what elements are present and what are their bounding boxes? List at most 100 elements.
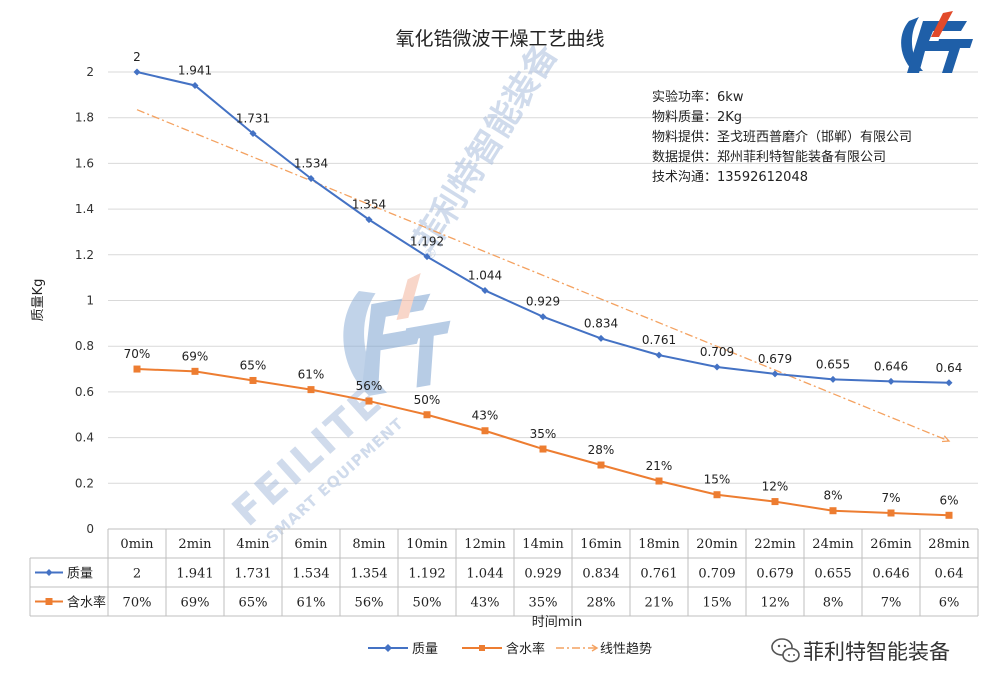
data-point-moisture (249, 376, 257, 384)
table-cell-mass: 0.64 (935, 567, 964, 582)
company-logo (901, 11, 973, 73)
table-cell-mass: 1.731 (234, 567, 271, 582)
table-cell-mass: 1.534 (292, 567, 329, 582)
x-tick-label: 18min (638, 537, 680, 552)
table-cell-moisture: 70% (123, 596, 152, 611)
data-point-mass (133, 68, 141, 76)
data-label-mass: 1.044 (468, 268, 502, 282)
table-cell-mass: 0.646 (872, 567, 909, 582)
x-tick-label: 28min (928, 537, 970, 552)
data-labels: 2 1.941 1.731 1.534 1.354 1.192 1.044 0.929 0.83… (124, 50, 963, 507)
table-cell-mass: 2 (133, 567, 141, 582)
legend-marker-square (479, 645, 485, 651)
info-supplier: 物料提供：圣戈班西普磨介（邯郸）有限公司 (652, 129, 912, 145)
x-tick-label: 0min (120, 537, 154, 552)
table-cell-moisture: 35% (529, 596, 558, 611)
x-tick-label: 2min (178, 537, 212, 552)
y-axis-label: 质量Kg (31, 279, 46, 322)
data-label-moisture: 50% (414, 393, 441, 407)
y-tick-label: 0.6 (75, 385, 94, 399)
data-point-moisture (133, 365, 141, 373)
data-label-mass: 0.64 (936, 361, 963, 375)
y-tick-label: 0.8 (75, 339, 94, 353)
data-label-mass: 1.941 (178, 63, 212, 77)
data-label-moisture: 56% (356, 379, 383, 393)
data-point-moisture (307, 386, 315, 394)
table-cell-moisture: 7% (881, 596, 902, 611)
x-tick-label: 26min (870, 537, 912, 552)
trendline-arrowhead (941, 435, 951, 443)
table-cell-mass: 0.655 (814, 567, 851, 582)
data-label-moisture: 35% (530, 427, 557, 441)
x-axis-label: 时间min (532, 615, 583, 630)
data-label-moisture: 43% (472, 409, 499, 423)
legend: 质量 含水率 线性趋势 (368, 641, 652, 657)
x-tick-label: 8min (352, 537, 386, 552)
info-mass: 物料质量：2Kg (652, 110, 742, 125)
x-tick-label: 12min (464, 537, 506, 552)
legend-label-trend: 线性趋势 (600, 641, 652, 657)
data-point-moisture (191, 367, 199, 375)
y-tick-label: 0.4 (75, 431, 94, 445)
table-row-label-mass: 质量 (67, 567, 93, 582)
info-power: 实验功率：6kw (652, 89, 744, 105)
data-label-mass: 1.192 (410, 235, 444, 249)
table-cell-mass: 0.761 (640, 567, 677, 582)
y-tick-label: 1 (86, 294, 94, 308)
table-cell-moisture: 15% (703, 596, 732, 611)
table-cell-mass: 1.044 (466, 567, 503, 582)
data-point-mass (771, 370, 779, 378)
trendline-path (136, 109, 950, 442)
table-key-marker-moisture (45, 598, 53, 605)
table-cell-mass: 1.354 (350, 567, 387, 582)
data-point-moisture (597, 461, 605, 469)
info-data-provider: 数据提供：郑州菲利特智能装备有限公司 (652, 149, 886, 165)
legend-label-moisture: 含水率 (506, 641, 545, 657)
x-tick-label: 6min (294, 537, 328, 552)
table-cell-moisture: 43% (471, 596, 500, 611)
y-tick-label: 1.6 (75, 156, 94, 170)
table-cell-mass: 0.929 (524, 567, 561, 582)
data-point-moisture (365, 397, 373, 405)
data-label-moisture: 70% (124, 347, 151, 361)
data-table: 0min 2min 4min 6min 8min 10min 12min 14min 16min… (29, 528, 979, 617)
y-tick-label: 1.2 (75, 248, 94, 262)
data-label-moisture: 28% (588, 443, 615, 457)
data-point-mass (597, 334, 605, 342)
trendline (136, 109, 951, 443)
table-key-marker-mass (45, 569, 53, 576)
data-label-mass: 0.761 (642, 333, 676, 347)
data-point-mass (481, 286, 489, 294)
table-cell-mass: 0.679 (756, 567, 793, 582)
legend-label-mass: 质量 (412, 642, 438, 657)
info-block: 实验功率：6kw 物料质量：2Kg 物料提供：圣戈班西普磨介（邯郸）有限公司 数… (652, 89, 912, 185)
data-label-moisture: 12% (762, 480, 789, 494)
y-tick-label: 0.2 (75, 476, 94, 490)
data-point-moisture (423, 411, 431, 419)
y-tick-labels: 0 0.2 0.4 0.6 0.8 1 1.2 1.4 1.6 1.8 2 (75, 65, 94, 536)
data-point-moisture (713, 491, 721, 499)
table-cell-moisture: 6% (939, 596, 960, 611)
data-label-moisture: 15% (704, 473, 731, 487)
y-tick-label: 2 (86, 65, 94, 79)
data-point-moisture (539, 445, 547, 453)
table-cell-moisture: 50% (413, 596, 442, 611)
data-point-mass (191, 81, 199, 89)
table-cell-mass: 1.941 (176, 567, 213, 582)
data-point-mass (945, 379, 953, 387)
data-point-mass (713, 363, 721, 371)
info-contact: 技术沟通：13592612048 (652, 170, 808, 185)
data-point-moisture (771, 498, 779, 506)
series-layer (133, 68, 953, 519)
data-label-moisture: 69% (182, 349, 209, 363)
chart-title: 氧化锆微波干燥工艺曲线 (395, 28, 604, 50)
data-label-mass: 0.834 (584, 316, 618, 330)
legend-item-mass: 质量 (368, 642, 438, 657)
data-label-mass: 1.534 (294, 156, 328, 170)
data-point-moisture (945, 511, 953, 519)
data-point-mass (829, 375, 837, 383)
table-cell-moisture: 69% (181, 596, 210, 611)
